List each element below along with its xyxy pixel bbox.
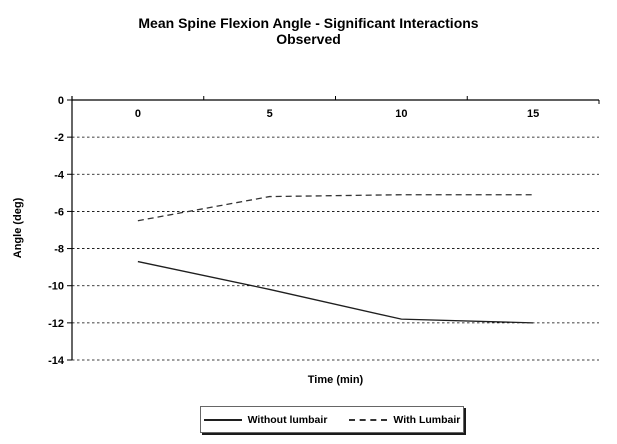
chart-title-line1: Mean Spine Flexion Angle - Significant I… [138,15,479,31]
x-tick-label: 5 [267,108,273,120]
series-line-with-lumbair [137,194,534,222]
y-tick-label: -14 [48,355,65,367]
y-tick-label: 0 [58,95,64,107]
y-tick-label: -4 [54,169,65,181]
legend-item-with-lumbair: With Lumbair [349,414,460,426]
x-axis-title: Time (min) [307,374,364,386]
y-tick-label: -6 [54,206,64,218]
legend-label: Without lumbair [247,413,328,426]
chart-legend: Without lumbair With Lumbair [200,406,464,433]
y-tick-label: -2 [54,132,64,144]
x-tick-label: 10 [395,108,407,120]
y-tick-label: -8 [54,244,64,256]
x-tick-label: 15 [527,108,539,120]
y-tick-label: -12 [48,318,64,330]
series-line-without-lumbair [137,260,534,324]
legend-item-without-lumbair: Without lumbair [203,413,328,426]
chart-title-line2: Observed [276,31,341,47]
dashed-line-sample-icon [349,418,388,421]
legend-label: With Lumbair [393,413,461,426]
x-tick-label: 0 [135,108,141,120]
solid-line-sample-icon [203,418,242,421]
y-tick-label: -10 [48,281,64,293]
chart-title: Mean Spine Flexion Angle - Significant I… [0,15,617,47]
